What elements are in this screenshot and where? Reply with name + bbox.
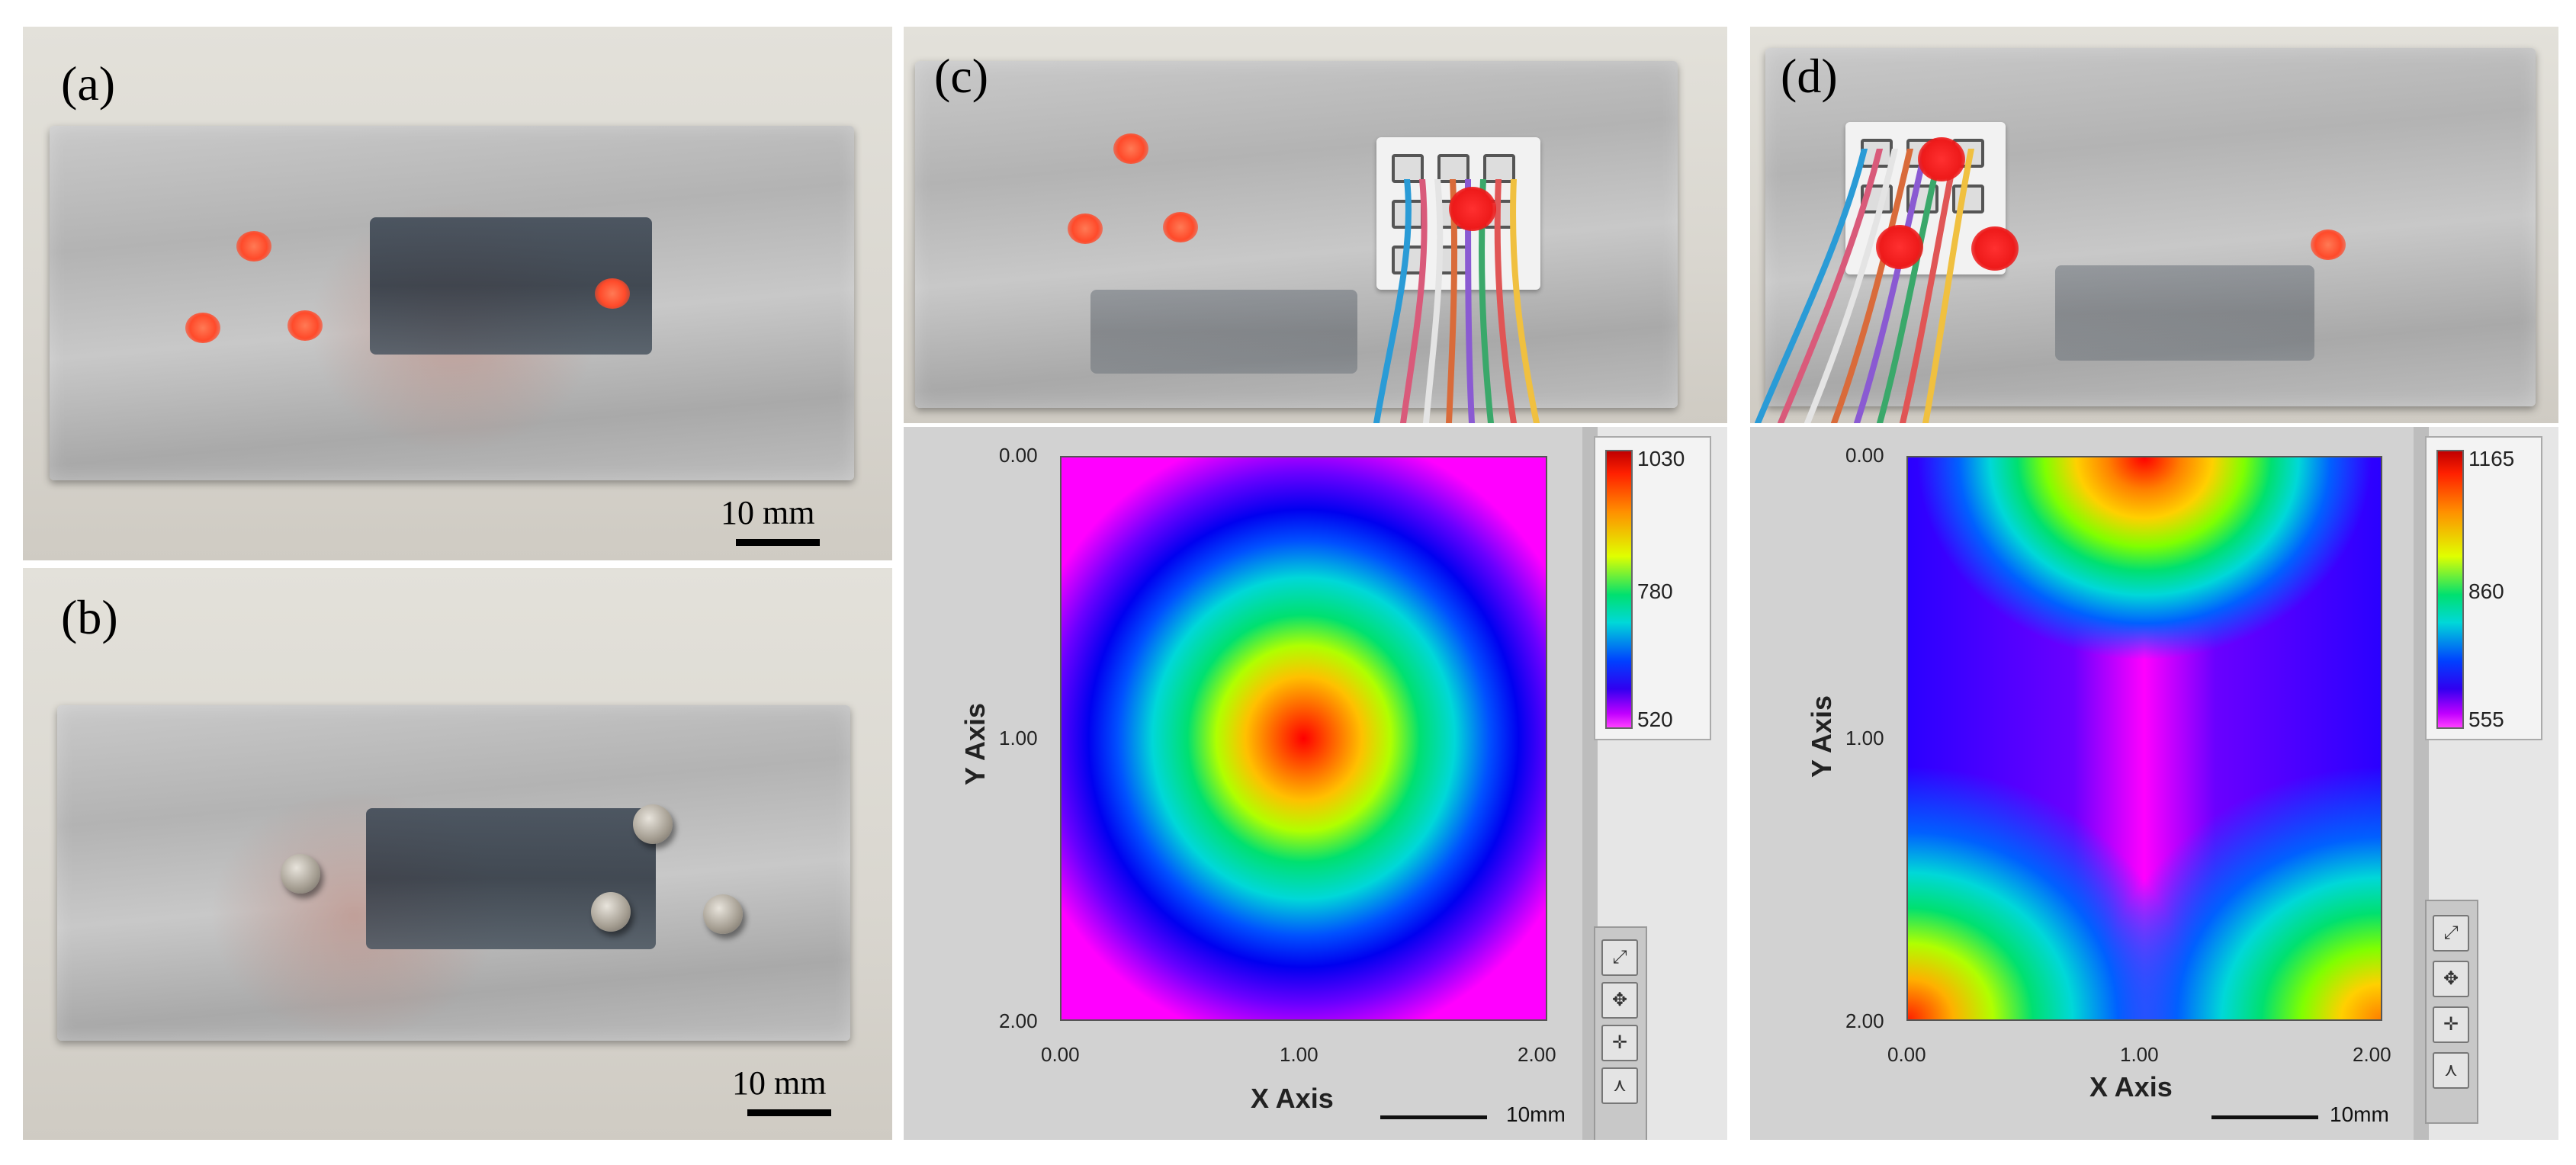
y-tick-label: 1.00 (1845, 727, 1884, 749)
y-axis-title: Y Axis (1806, 695, 1838, 778)
x-tick-label: 0.00 (1887, 1043, 1926, 1066)
panel-label-c: (c) (934, 49, 989, 103)
magnet (633, 804, 673, 844)
aluminum-plate-top (50, 126, 854, 480)
colorbar-min-label: 520 (1637, 708, 1673, 731)
graph-pan-icon[interactable]: ✥ (2433, 961, 2469, 997)
marker-dot (185, 313, 220, 343)
scale-label-b: 10 mm (732, 1064, 827, 1102)
magnet (281, 854, 320, 894)
heatmap-plot (1060, 456, 1547, 1021)
marker-dot (1113, 133, 1148, 164)
graph-cursor-icon[interactable]: ✛ (2433, 1006, 2469, 1043)
x-tick-label: 1.00 (1280, 1043, 1319, 1066)
photo-panel-c: (c) (904, 27, 1727, 423)
graph-select-icon[interactable]: ⋏ (1601, 1067, 1638, 1104)
photo-panel-d: (d) (1750, 27, 2558, 423)
magnet (703, 894, 743, 934)
panel-label-d: (d) (1781, 49, 1838, 103)
aluminum-plate-bottom (57, 705, 850, 1041)
marker-dot (1068, 213, 1103, 244)
sensor-cell (1952, 185, 1984, 213)
scale-label-a: 10 mm (721, 494, 815, 531)
intensity-graph-c: 0.00 1.00 2.00 0.00 1.00 2.00 X Axis Y A… (904, 427, 1727, 1140)
y-axis-title: Y Axis (959, 702, 991, 786)
x-axis-title: X Axis (2089, 1071, 2173, 1102)
y-tick-label: 2.00 (1845, 1009, 1884, 1032)
heatmap-plot (1906, 456, 2382, 1021)
graph-select-icon[interactable]: ⋏ (2433, 1052, 2469, 1089)
y-tick-label: 1.00 (999, 727, 1038, 749)
graph-zoom-icon[interactable]: ⤢ (1601, 939, 1638, 976)
marker-dot (287, 310, 323, 341)
reflection-dark-region (1090, 290, 1357, 374)
scale-bar-d (2211, 1115, 2318, 1119)
scale-label-c: 10mm (1506, 1102, 1566, 1126)
marker-dot (236, 231, 271, 262)
x-axis-title: X Axis (1251, 1083, 1334, 1114)
graph-zoom-icon[interactable]: ⤢ (2433, 915, 2469, 952)
marker-dot (595, 278, 630, 309)
scale-bar-b (747, 1109, 831, 1116)
colorbar (1605, 450, 1633, 729)
graph-pan-icon[interactable]: ✥ (1601, 982, 1638, 1019)
x-tick-label: 2.00 (2353, 1043, 2391, 1066)
x-tick-label: 0.00 (1041, 1043, 1080, 1066)
scale-bar-a (736, 539, 820, 546)
colorbar-mid-label: 780 (1637, 579, 1673, 603)
colorbar (2436, 450, 2464, 729)
y-tick-label: 2.00 (999, 1009, 1038, 1032)
marker-dot (1163, 212, 1198, 242)
marker-dot-active (1971, 226, 2019, 271)
marker-dot-active (1918, 137, 1965, 181)
aluminum-plate-c (915, 61, 1678, 408)
colorbar-mid-label: 860 (2468, 579, 2504, 603)
marker-dot-active (1449, 187, 1496, 231)
sensor-wires (1755, 149, 1974, 423)
graph-cursor-icon[interactable]: ✛ (1601, 1025, 1638, 1061)
marker-dot-active (1876, 225, 1923, 269)
photo-panel-b: (b) 10 mm (23, 568, 892, 1140)
photo-panel-a: (a) 10 mm (23, 27, 892, 560)
colorbar-max-label: 1165 (2468, 447, 2515, 470)
reflection-dark-region (2055, 265, 2314, 361)
x-tick-label: 1.00 (2120, 1043, 2159, 1066)
colorbar-min-label: 555 (2468, 708, 2504, 731)
marker-dot (2311, 229, 2346, 260)
scale-bar-c (1380, 1115, 1487, 1119)
y-tick-label: 0.00 (999, 444, 1038, 467)
scale-label-d: 10mm (2330, 1102, 2389, 1126)
panel-label-b: (b) (61, 590, 118, 644)
colorbar-max-label: 1030 (1637, 447, 1685, 470)
panel-label-a: (a) (61, 56, 116, 111)
magnet (591, 892, 631, 932)
intensity-graph-d: 0.00 1.00 2.00 0.00 1.00 2.00 X Axis Y A… (1750, 427, 2558, 1140)
y-tick-label: 0.00 (1845, 444, 1884, 467)
x-tick-label: 2.00 (1518, 1043, 1556, 1066)
